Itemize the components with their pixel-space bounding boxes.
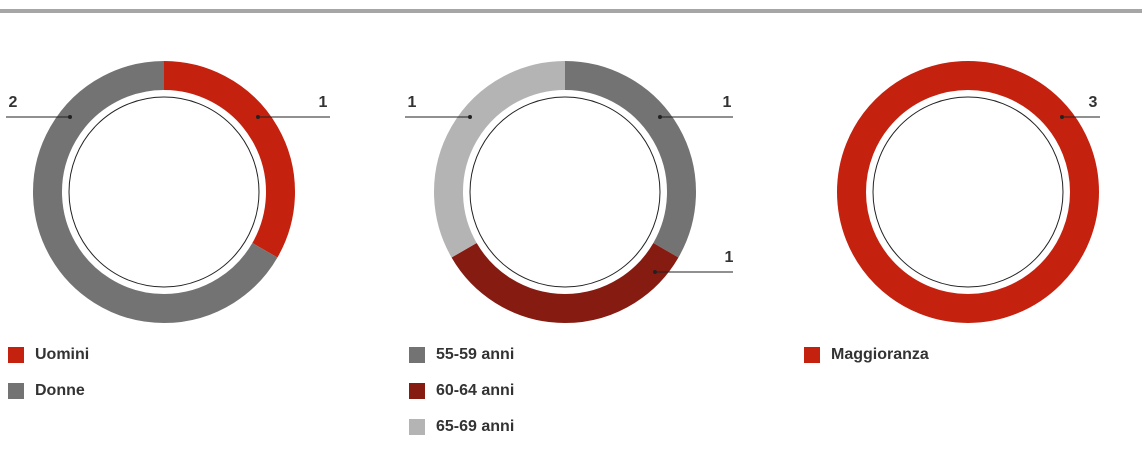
leader-dot (68, 115, 72, 119)
donut-segment (564, 61, 696, 258)
legend-swatch (409, 383, 425, 399)
legend-label: 55-59 anni (436, 346, 514, 363)
data-label: 1 (725, 249, 734, 266)
leader-dot (468, 115, 472, 119)
legend-label: Maggioranza (831, 346, 929, 363)
legend-label: 60-64 anni (436, 382, 514, 399)
donut-segment (163, 61, 295, 258)
data-label: 3 (1089, 94, 1098, 111)
donut-segment (837, 61, 1099, 323)
legend-label: 65-69 anni (436, 418, 514, 435)
legend-label: Uomini (35, 346, 89, 363)
leader-dot (1060, 115, 1064, 119)
inner-ring (469, 96, 661, 288)
donut-segment (434, 61, 566, 258)
leader-dot (653, 270, 657, 274)
donut-segment (451, 242, 679, 323)
data-label: 1 (319, 94, 328, 111)
legend-swatch (409, 347, 425, 363)
legend-swatch (8, 383, 24, 399)
legend-label: Donne (35, 382, 85, 399)
data-label: 1 (408, 94, 417, 111)
leader-dot (658, 115, 662, 119)
legend-swatch (409, 419, 425, 435)
legend-swatch (8, 347, 24, 363)
inner-ring (872, 96, 1064, 288)
legend-swatch (804, 347, 820, 363)
leader-dot (256, 115, 260, 119)
donut-segment (33, 61, 278, 323)
inner-ring (68, 96, 260, 288)
data-label: 2 (9, 94, 18, 111)
data-label: 1 (723, 94, 732, 111)
top-rule (0, 9, 1142, 13)
